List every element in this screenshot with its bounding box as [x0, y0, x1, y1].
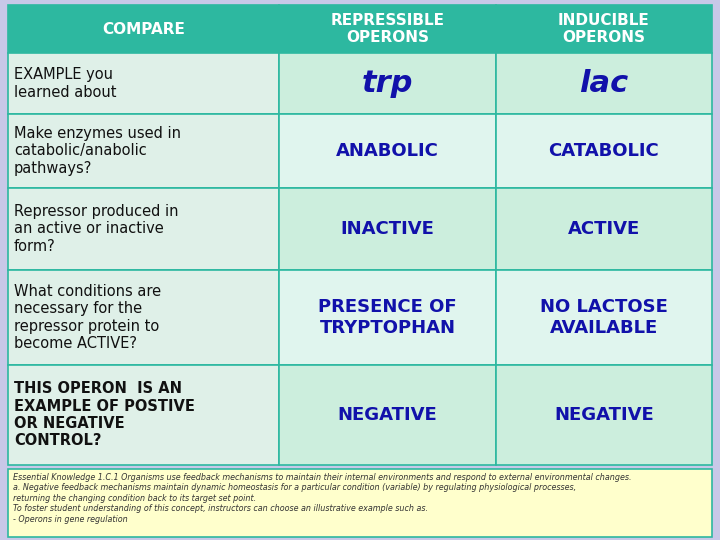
Bar: [279, 114, 496, 187]
Text: Repressor produced in
an active or inactive
form?: Repressor produced in an active or inact…: [14, 204, 179, 254]
Text: Make enzymes used in
catabolic/anabolic
pathways?: Make enzymes used in catabolic/anabolic …: [14, 126, 181, 176]
Bar: [279, 270, 496, 364]
Bar: [279, 53, 496, 114]
Bar: [8, 187, 279, 270]
Text: COMPARE: COMPARE: [102, 22, 185, 37]
Bar: [8, 364, 279, 465]
Text: What conditions are
necessary for the
repressor protein to
become ACTIVE?: What conditions are necessary for the re…: [14, 284, 161, 351]
Bar: [8, 270, 279, 364]
Text: CATABOLIC: CATABOLIC: [549, 142, 660, 160]
Bar: [496, 5, 712, 53]
Text: NO LACTOSE
AVAILABLE: NO LACTOSE AVAILABLE: [540, 298, 668, 337]
Text: INACTIVE: INACTIVE: [341, 220, 434, 238]
Bar: [8, 53, 279, 114]
Text: Essential Knowledge 1.C.1 Organisms use feedback mechanisms to maintain their in: Essential Knowledge 1.C.1 Organisms use …: [13, 473, 631, 524]
Bar: [8, 469, 712, 537]
Text: EXAMPLE you
learned about: EXAMPLE you learned about: [14, 68, 117, 100]
Text: REPRESSIBLE
OPERONS: REPRESSIBLE OPERONS: [330, 13, 444, 45]
Text: PRESENCE OF
TRYPTOPHAN: PRESENCE OF TRYPTOPHAN: [318, 298, 456, 337]
Bar: [496, 187, 712, 270]
Text: INDUCIBLE
OPERONS: INDUCIBLE OPERONS: [558, 13, 650, 45]
Bar: [279, 5, 496, 53]
Bar: [279, 364, 496, 465]
Bar: [279, 187, 496, 270]
Text: ACTIVE: ACTIVE: [568, 220, 640, 238]
Bar: [496, 114, 712, 187]
Text: THIS OPERON  IS AN
EXAMPLE OF POSTIVE
OR NEGATIVE
CONTROL?: THIS OPERON IS AN EXAMPLE OF POSTIVE OR …: [14, 381, 195, 448]
Bar: [8, 114, 279, 187]
Bar: [8, 5, 279, 53]
Text: lac: lac: [580, 69, 629, 98]
Bar: [496, 270, 712, 364]
Text: NEGATIVE: NEGATIVE: [338, 406, 437, 424]
Text: ANABOLIC: ANABOLIC: [336, 142, 439, 160]
Text: trp: trp: [361, 69, 413, 98]
Bar: [496, 53, 712, 114]
Bar: [496, 364, 712, 465]
Text: NEGATIVE: NEGATIVE: [554, 406, 654, 424]
